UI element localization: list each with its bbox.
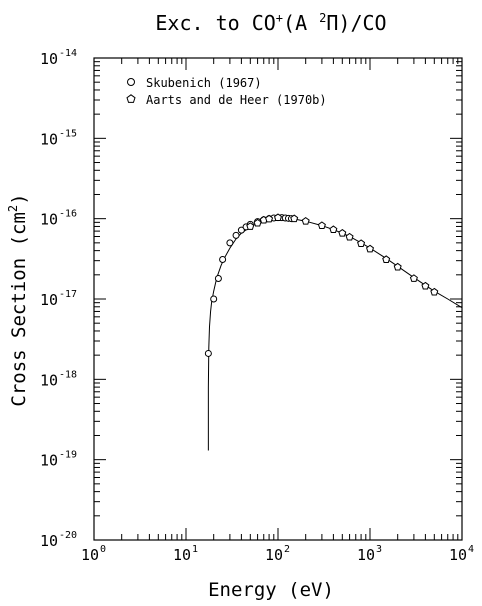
data-point-series-2: [246, 222, 255, 230]
data-point-series-2: [329, 225, 338, 234]
data-point-series-2: [357, 239, 366, 247]
x-tick-label-exponent: 1: [192, 544, 198, 555]
x-tick-label: 10: [357, 546, 375, 564]
data-point-series-2: [345, 232, 354, 241]
y-tick-label-exponent: -18: [59, 369, 77, 380]
y-axis-label: Cross Section (cm2): [6, 193, 30, 406]
data-point-series-1: [226, 239, 234, 247]
y-tick-label: 10: [40, 452, 58, 470]
x-tick-label: 10: [449, 546, 467, 564]
data-point-series-2: [273, 213, 283, 222]
data-point-series-2: [421, 281, 430, 290]
data-point-series-1: [237, 226, 245, 234]
y-tick-label: 10: [40, 291, 58, 309]
data-markers: [204, 213, 439, 357]
y-tick-label: 10: [40, 211, 58, 229]
y-tick-label-exponent: -14: [59, 48, 77, 59]
y-tick-label: 10: [40, 371, 58, 389]
data-point-series-1: [210, 295, 218, 303]
data-point-series-2: [365, 244, 375, 253]
data-point-series-2: [253, 218, 262, 227]
chart-title-main: Exc. to CO: [155, 11, 275, 35]
chart-title: Exc. to CO+(A 2Π)/CO: [155, 11, 386, 35]
y-tick-label-exponent: -16: [59, 209, 77, 220]
data-point-series-1: [219, 256, 227, 264]
x-tick-label-exponent: 3: [376, 544, 382, 555]
x-tick-label: 10: [81, 546, 99, 564]
x-tick-label-exponent: 0: [100, 544, 106, 555]
legend-marker-pentagon: [126, 94, 136, 103]
plot-frame: [93, 57, 463, 541]
data-point-series-1: [232, 231, 240, 239]
y-tick-label: 10: [40, 532, 58, 550]
x-axis-label: Energy (eV): [208, 579, 334, 601]
data-point-series-2: [290, 214, 299, 223]
legend-label-series-1: Skubenich (1967): [146, 76, 262, 90]
data-point-series-2: [317, 221, 326, 229]
y-tick-label: 10: [40, 50, 58, 68]
data-point-series-2: [393, 262, 402, 271]
legend-marker-circle: [127, 78, 135, 86]
chart-title-superscript: +: [276, 11, 283, 25]
legend-label-series-2: Aarts and de Heer (1970b): [146, 93, 327, 107]
x-tick-label: 10: [265, 546, 283, 564]
data-point-series-2: [338, 228, 347, 237]
y-axis-label-main: Cross Section (cm: [8, 212, 30, 406]
fit-curve: [207, 217, 463, 451]
data-point-series-1: [204, 349, 212, 357]
data-point-series-1: [214, 274, 222, 282]
y-axis-label-end: ): [8, 193, 30, 204]
chart-title-rest: (A: [283, 11, 319, 35]
axis-ticks: [93, 57, 463, 541]
y-tick-label-exponent: -15: [59, 128, 77, 139]
chart-title-state-superscript: 2: [319, 11, 326, 25]
data-point-series-2: [301, 216, 310, 225]
x-tick-label-exponent: 4: [468, 544, 474, 555]
y-axis-label-superscript: 2: [6, 205, 20, 212]
data-point-series-2: [382, 255, 391, 263]
y-tick-label: 10: [40, 130, 58, 148]
data-point-series-2: [265, 214, 274, 223]
x-tick-label-exponent: 2: [284, 544, 290, 555]
x-tick-label: 10: [173, 546, 191, 564]
y-tick-label-exponent: -17: [59, 289, 77, 300]
y-tick-label-exponent: -19: [59, 450, 77, 461]
legend: Skubenich (1967) Aarts and de Heer (1970…: [126, 76, 327, 107]
y-tick-label-exponent: -20: [59, 530, 77, 541]
data-point-series-2: [409, 274, 418, 282]
data-point-series-2: [430, 287, 439, 296]
chart-title-state: Π)/CO: [326, 11, 386, 35]
